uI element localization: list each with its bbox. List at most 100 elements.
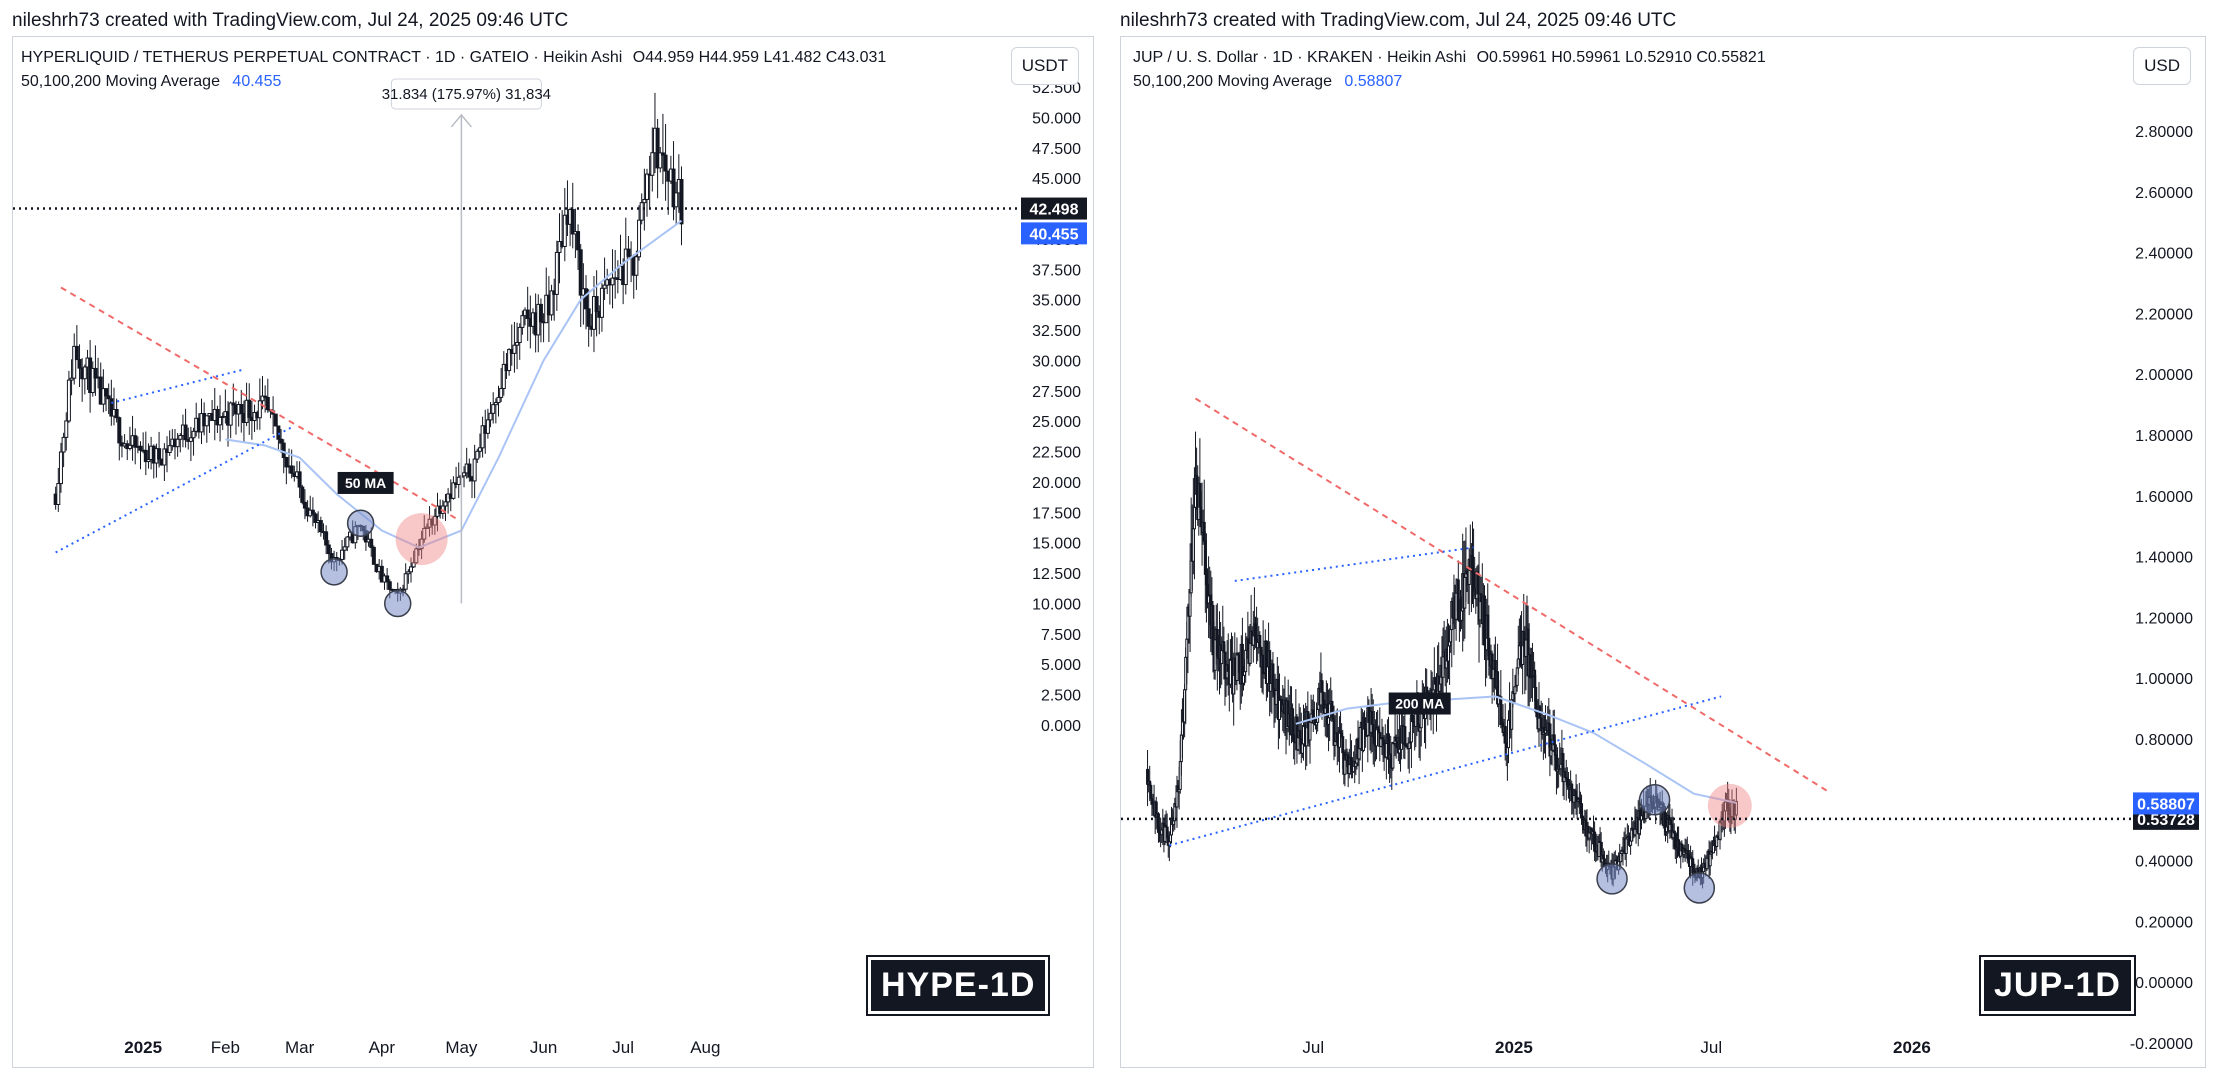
y-tick-label: 0.80000	[2135, 732, 2193, 749]
right-credit: nileshrh73 created with TradingView.com,…	[1120, 10, 1677, 31]
candle-body	[302, 501, 307, 509]
y-tick-label: 2.80000	[2135, 124, 2193, 141]
candle-body	[284, 457, 289, 468]
candle-body	[157, 448, 162, 460]
left-panel: nileshrh73 created with TradingView.com,…	[12, 0, 1102, 1075]
x-tick-label: Aug	[690, 1038, 720, 1057]
y-tick-label: 1.80000	[2135, 428, 2193, 445]
candle-body	[281, 442, 286, 459]
candle-body	[586, 308, 591, 327]
candle-body	[671, 168, 676, 208]
candle-body	[462, 472, 467, 477]
candle-body	[231, 402, 236, 406]
y-tick-label: 30.000	[1032, 353, 1081, 370]
candle-body	[499, 388, 504, 398]
candle-body	[90, 367, 95, 393]
candle-body	[472, 458, 477, 482]
candle-body	[371, 546, 376, 565]
measure-label-box	[390, 78, 542, 110]
swing-point-circle	[1638, 784, 1671, 816]
ma-annotation-box	[1388, 692, 1451, 715]
candle-body	[369, 538, 374, 548]
candle-body	[342, 546, 347, 551]
candle-body	[117, 417, 122, 444]
x-tick-label: 2025	[124, 1038, 162, 1057]
candle-body	[56, 483, 61, 505]
y-tick-label: 7.500	[1041, 627, 1081, 644]
candle-body	[183, 424, 188, 441]
candle-body	[93, 367, 98, 379]
candle-body	[538, 303, 543, 323]
x-tick-label: Jul	[1700, 1038, 1722, 1057]
candle-body	[239, 404, 244, 414]
resistance-trendline	[1194, 397, 1828, 792]
breakout-circle	[1707, 783, 1752, 828]
y-tick-label: 50.000	[1032, 110, 1081, 127]
candle-body	[414, 548, 419, 564]
left-chart[interactable]: 52.50050.00047.50045.00042.50040.00037.5…	[13, 37, 1093, 1067]
candle-body	[480, 425, 485, 449]
left-ma-label: 50,100,200 Moving Average	[21, 73, 220, 90]
candle-body	[276, 425, 281, 440]
candle-body	[204, 415, 209, 427]
candle-body	[114, 408, 119, 419]
candle-body	[403, 573, 408, 590]
y-tick-label: 1.60000	[2135, 489, 2193, 506]
candle-body	[127, 444, 132, 450]
right-title-line: JUP / U. S. Dollar · 1D · KRAKEN · Heiki…	[1133, 49, 1766, 67]
candle-body	[507, 349, 512, 372]
right-currency-button[interactable]: USD	[2133, 47, 2191, 85]
candle-body	[1391, 742, 1395, 769]
y-tick-label: 2.00000	[2135, 367, 2193, 384]
candle-body	[74, 345, 79, 361]
left-ma-legend[interactable]: 50,100,200 Moving Average 40.455	[21, 73, 281, 91]
candle-body	[493, 402, 498, 406]
price-badge-label: 42.498	[1030, 202, 1079, 219]
y-tick-label: 25.000	[1032, 414, 1081, 431]
candle-body	[557, 241, 562, 253]
candle-body	[300, 486, 305, 503]
candle-body	[650, 152, 655, 176]
candle-body	[279, 438, 284, 444]
y-tick-label: 2.20000	[2135, 306, 2193, 323]
y-tick-label: 20.000	[1032, 475, 1081, 492]
y-tick-label: 22.500	[1032, 445, 1081, 462]
candle-body	[318, 520, 323, 533]
left-currency-button[interactable]: USDT	[1010, 47, 1079, 85]
candle-body	[1734, 800, 1738, 816]
candle-body	[663, 154, 668, 172]
candle-body	[637, 219, 642, 258]
y-tick-label: 15.000	[1032, 536, 1081, 553]
swing-point-circle	[1596, 863, 1628, 895]
candle-body	[326, 544, 331, 555]
upper-trendline	[1234, 546, 1474, 582]
right-ma-label: 50,100,200 Moving Average	[1133, 73, 1332, 90]
candle-body	[1513, 686, 1517, 695]
right-ma-legend[interactable]: 50,100,200 Moving Average 0.58807	[1133, 73, 1402, 91]
left-credit: nileshrh73 created with TradingView.com,…	[12, 10, 569, 31]
candle-body	[576, 231, 581, 251]
y-tick-label: 37.500	[1032, 262, 1081, 279]
candle-body	[639, 202, 644, 221]
candle-body	[584, 288, 589, 310]
candle-body	[58, 451, 63, 485]
candle-body	[408, 566, 413, 573]
candle-body	[578, 249, 583, 296]
candle-body	[324, 531, 329, 546]
candle-body	[562, 214, 567, 247]
candle-body	[143, 449, 148, 463]
candle-body	[406, 571, 411, 575]
right-symbol-title: JUP / U. S. Dollar · 1D · KRAKEN · Heiki…	[1133, 49, 1467, 66]
candle-body	[260, 395, 265, 402]
candle-body	[424, 526, 429, 529]
right-ma-value: 0.58807	[1344, 73, 1403, 90]
right-chart[interactable]: 2.80000 2.60000 2.40000 2.20000 2.00000 1.800…	[1121, 37, 2205, 1067]
candle-body	[297, 471, 302, 488]
candle-body	[419, 538, 424, 550]
candle-body	[610, 277, 615, 286]
candle-body	[658, 152, 663, 169]
candle-body	[1149, 784, 1153, 799]
candle-body	[263, 395, 268, 398]
candle-body	[265, 396, 270, 411]
candle-body	[467, 463, 472, 478]
